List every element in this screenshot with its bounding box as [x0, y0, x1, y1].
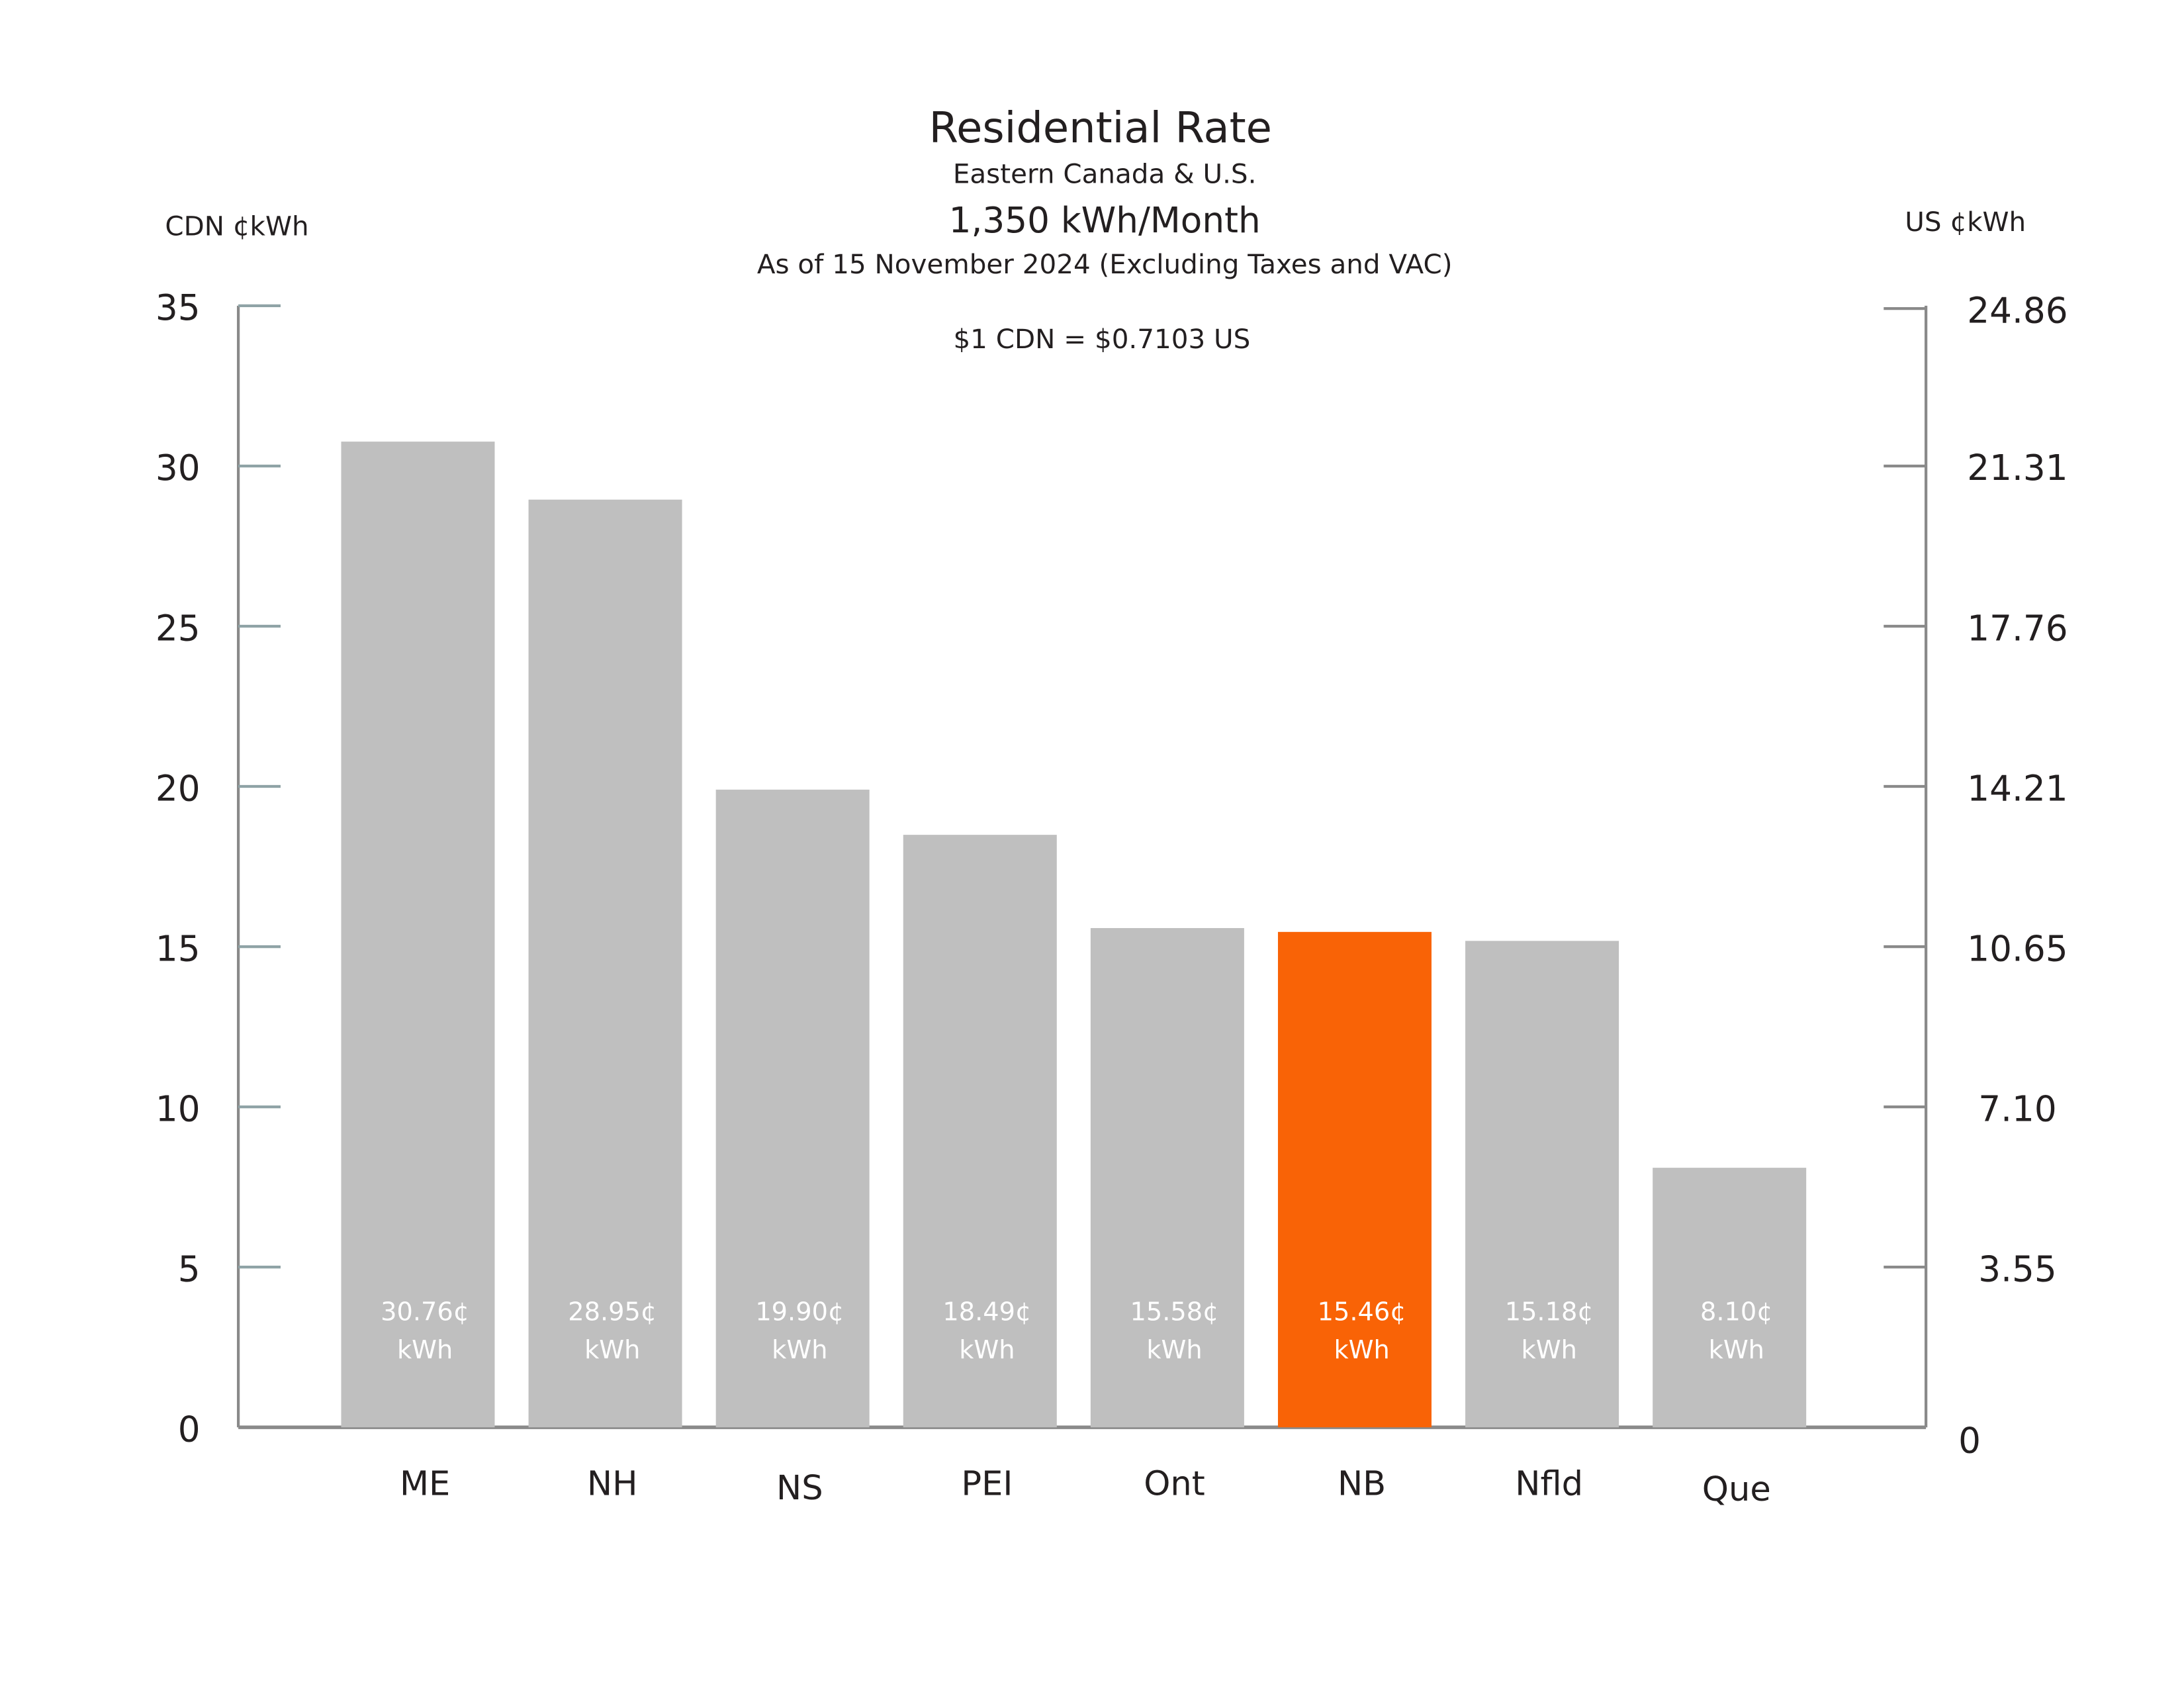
bar-ns [715, 789, 870, 1428]
y-tick-label-right: 0 [1958, 1421, 1981, 1462]
y-tick-label-right: 14.21 [1967, 768, 2068, 809]
y-axis-label-left: CDN ¢kWh [165, 210, 308, 242]
y-tick-label-left: 30 [156, 447, 201, 489]
bar-nb [1277, 931, 1432, 1428]
y-tick-label-left: 10 [156, 1088, 201, 1129]
data-label-value: 15.18¢ [1505, 1297, 1594, 1327]
y-tick-label-left: 0 [178, 1409, 201, 1450]
data-label-value: 18.49¢ [942, 1297, 1031, 1327]
data-label-unit: kWh [1334, 1335, 1389, 1365]
x-tick-label: Ont [1144, 1464, 1205, 1503]
y-tick-label-right: 24.86 [1967, 290, 2068, 331]
x-tick-label: Que [1702, 1470, 1771, 1509]
bar-me [341, 442, 495, 1428]
x-tick-label: ME [400, 1464, 450, 1503]
y-tick-label-right: 3.55 [1978, 1248, 2056, 1289]
y-tick-label-left: 5 [178, 1248, 201, 1289]
x-tick-label: NH [587, 1464, 638, 1503]
bar-nfld [1465, 941, 1619, 1428]
x-tick-label: NS [776, 1469, 823, 1508]
data-label-value: 30.76¢ [381, 1297, 469, 1327]
chart-subtitle-usage: 1,350 kWh/Month [949, 200, 1261, 241]
y-tick-label-right: 10.65 [1967, 928, 2068, 969]
data-label-unit: kWh [772, 1335, 827, 1365]
bar-que [1653, 1168, 1807, 1428]
data-label-unit: kWh [584, 1335, 640, 1365]
data-label-value: 15.58¢ [1130, 1297, 1219, 1327]
x-tick-label: Nfld [1515, 1464, 1583, 1503]
data-label-value: 8.10¢ [1700, 1297, 1773, 1327]
data-label-value: 19.90¢ [755, 1297, 844, 1327]
data-label-unit: kWh [1522, 1335, 1577, 1365]
y-tick-label-left: 20 [156, 768, 201, 809]
bar-nh [528, 499, 682, 1428]
data-label-unit: kWh [397, 1335, 453, 1365]
chart-title: Residential Rate [929, 104, 1272, 153]
x-tick-label: NB [1338, 1464, 1386, 1503]
data-label-unit: kWh [1146, 1335, 1202, 1365]
data-label-unit: kWh [959, 1335, 1015, 1365]
data-label-value: 15.46¢ [1318, 1297, 1406, 1327]
y-tick-label-left: 25 [156, 608, 201, 649]
x-tick-label: PEI [961, 1464, 1013, 1503]
data-label-unit: kWh [1709, 1335, 1764, 1365]
y-tick-label-right: 17.76 [1967, 608, 2068, 649]
y-tick-label-right: 7.10 [1978, 1088, 2056, 1129]
chart-subtitle: Eastern Canada & U.S. [953, 158, 1257, 190]
bar-pei [903, 835, 1057, 1428]
exchange-rate-note: $1 CDN = $0.7103 US [953, 323, 1250, 355]
data-label-value: 28.95¢ [568, 1297, 657, 1327]
y-tick-label-left: 15 [156, 928, 201, 969]
y-tick-label-left: 35 [156, 287, 201, 328]
y-axis-label-right: US ¢kWh [1905, 206, 2026, 238]
y-tick-label-right: 21.31 [1967, 447, 2068, 489]
chart-subtitle-date: As of 15 November 2024 (Excluding Taxes … [757, 248, 1453, 280]
bar-ont [1090, 928, 1244, 1428]
